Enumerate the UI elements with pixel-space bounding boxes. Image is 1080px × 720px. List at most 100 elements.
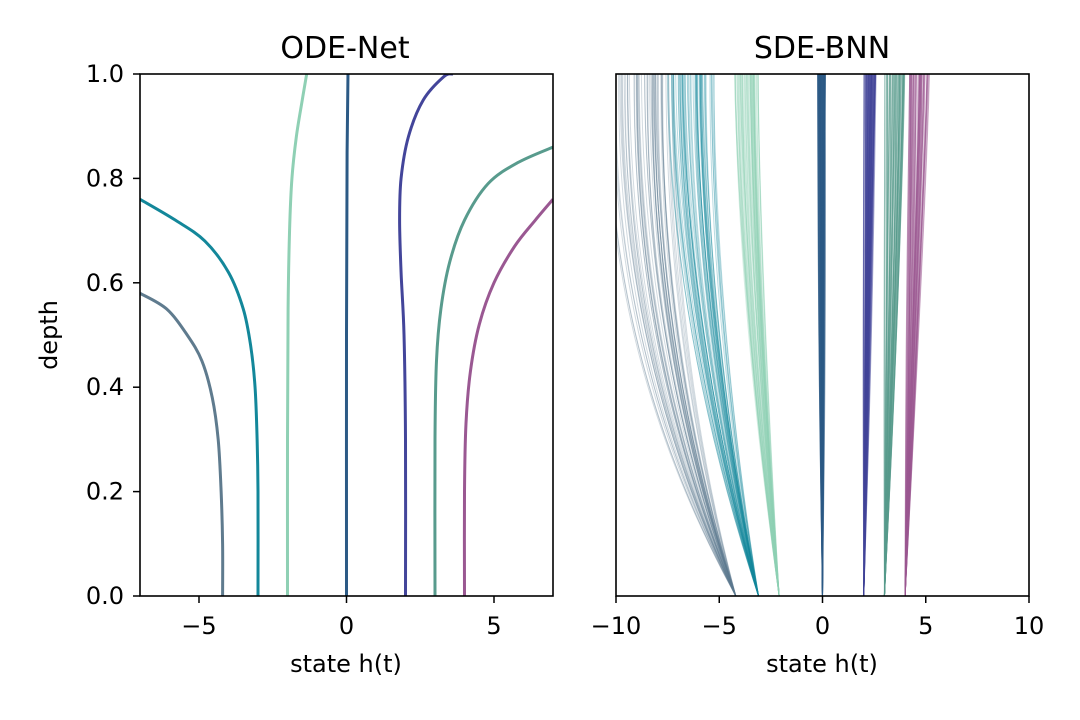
sde-sample-line: [757, 74, 780, 596]
sde-sample-line: [863, 74, 875, 596]
sde-sample-line: [904, 74, 920, 596]
sde-sample-line: [636, 74, 737, 596]
sde-sample-line: [737, 74, 780, 596]
sde-sample-line: [862, 74, 865, 596]
sde-sample-line: [883, 74, 901, 596]
sde-sample-line: [687, 74, 759, 596]
sde-sample-line: [883, 74, 891, 596]
sde-sample-line: [883, 74, 888, 596]
sde-sample-line: [682, 74, 759, 596]
sde-sample-line: [713, 74, 759, 596]
sde-sample-line: [883, 74, 886, 596]
sde-sample-line: [863, 74, 867, 596]
sde-sample-line: [672, 74, 759, 596]
sde-sample-line: [736, 74, 780, 596]
sde-sample-line: [863, 74, 866, 596]
sde-sample-line: [863, 74, 869, 596]
sde-sample-line: [883, 74, 895, 596]
sde-sample-line: [651, 74, 737, 596]
sde-sample-line: [904, 74, 928, 596]
sde-sample-line: [624, 74, 737, 596]
sde-sample-line: [883, 74, 888, 596]
sde-sample-line: [699, 74, 759, 596]
sde-sample-line: [863, 74, 875, 596]
sde-sample-line: [904, 74, 922, 596]
sde-sample-line: [904, 74, 922, 596]
sde-sample-line: [904, 74, 912, 596]
sde-sample-line: [746, 74, 780, 596]
x-tick-label: −5: [702, 612, 737, 640]
sde-sample-line: [863, 74, 873, 596]
sde-sample-line: [679, 74, 759, 596]
sde-sample-line: [680, 74, 759, 596]
sde-sample-line: [883, 74, 897, 596]
sde-sample-line: [904, 74, 915, 596]
sde-traj-3-group: [734, 74, 780, 596]
sde-traj-4-group: [817, 74, 826, 596]
sde-sample-line: [656, 74, 737, 596]
sde-sample-line: [863, 74, 868, 596]
sde-traj-5-group: [862, 74, 877, 596]
sde-sample-line: [883, 74, 902, 596]
sde-sample-line: [863, 74, 876, 596]
sde-sample-line: [883, 74, 900, 596]
sde-sample-line: [904, 74, 925, 596]
sde-sample-line: [863, 74, 876, 596]
sde-sample-line: [711, 74, 759, 596]
sde-sample-line: [752, 74, 780, 596]
ode-traj-6-line: [433, 145, 553, 596]
sde-sample-line: [686, 74, 759, 596]
sde-sample-line: [694, 74, 759, 596]
sde-sample-line: [627, 74, 737, 596]
sde-sample-line: [667, 74, 737, 596]
sde-sample-line: [904, 74, 925, 596]
sde-sample-line: [744, 74, 780, 596]
ode-traj-2-line: [140, 197, 260, 596]
sde-sample-line: [863, 74, 874, 596]
sde-sample-line: [753, 74, 780, 596]
sde-sample-line: [904, 74, 913, 596]
sde-sample-line: [679, 74, 759, 596]
sde-sample-line: [657, 74, 737, 596]
sde-sample-line: [621, 74, 737, 596]
sde-sample-line: [737, 74, 780, 596]
sde-sample-line: [819, 74, 823, 596]
sde-sample-line: [863, 74, 875, 596]
sde-sample-line: [863, 74, 872, 596]
sde-sample-line: [756, 74, 780, 596]
sde-sample-line: [619, 74, 737, 596]
y-tick-label: 0.8: [86, 164, 124, 192]
sde-sample-line: [747, 74, 780, 596]
sde-sample-line: [702, 74, 759, 596]
sde-sample-line: [863, 74, 867, 596]
sde-sample-line: [734, 74, 780, 596]
sde-sample-line: [667, 74, 759, 596]
sde-sample-line: [636, 74, 737, 596]
sde-sample-line: [700, 74, 759, 596]
x-tick-label: 5: [486, 612, 501, 640]
sde-sample-line: [883, 74, 891, 596]
sde-sample-line: [638, 74, 737, 596]
sde-sample-line: [904, 74, 917, 596]
sde-sample-line: [904, 74, 914, 596]
sde-sample-line: [742, 74, 780, 596]
sde-sample-line: [633, 74, 737, 596]
sde-sample-line: [627, 74, 737, 596]
sde-sample-line: [883, 74, 896, 596]
sde-sample-line: [751, 74, 780, 596]
sde-sample-line: [863, 74, 870, 596]
sde-sample-line: [679, 74, 759, 596]
sde-sample-line: [633, 74, 737, 596]
sde-sample-line: [644, 74, 737, 596]
sde-sample-line: [700, 74, 759, 596]
sde-sample-line: [863, 74, 872, 596]
sde-sample-line: [742, 74, 780, 596]
sde-sample-line: [904, 74, 921, 596]
sde-sample-line: [677, 74, 759, 596]
sde-sample-line: [863, 74, 876, 596]
ode-net-title: ODE-Net: [280, 31, 409, 66]
sde-sample-line: [660, 74, 737, 596]
sde-sample-line: [904, 74, 925, 596]
sde-sample-line: [904, 74, 921, 596]
sde-sample-line: [883, 74, 900, 596]
